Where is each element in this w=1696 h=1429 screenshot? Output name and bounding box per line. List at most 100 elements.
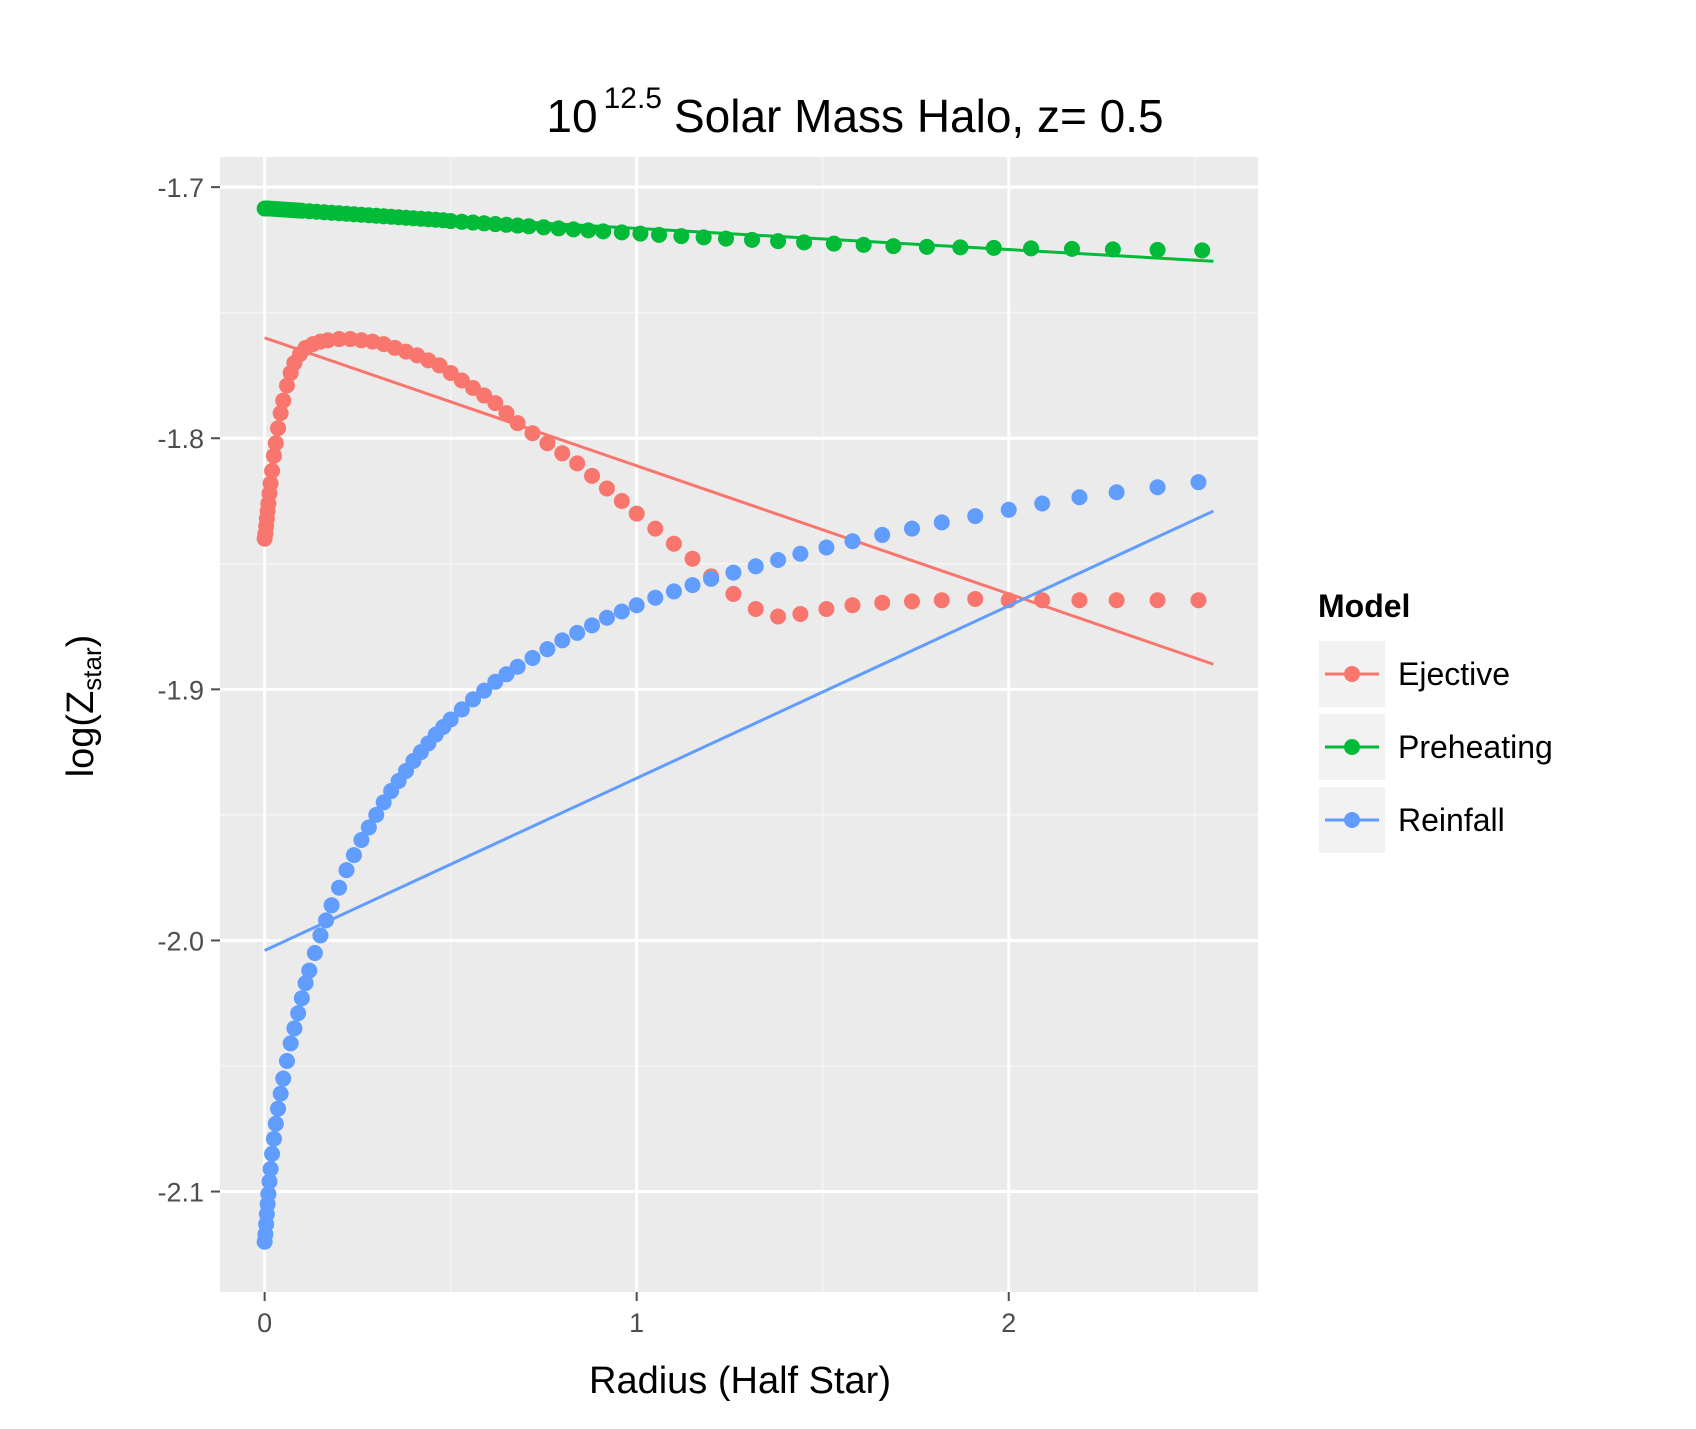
- reinfall-fit-line: [264, 509, 1214, 952]
- preheating-point: [1194, 242, 1211, 259]
- reinfall-point: [270, 1100, 287, 1117]
- reinfall-point: [464, 691, 481, 708]
- reinfall-point: [554, 632, 571, 649]
- y-tick-label: -2.1: [157, 1178, 204, 1208]
- x-tick-label: 0: [257, 1308, 272, 1338]
- ejective-point: [770, 608, 787, 625]
- y-axis-ticks: -1.7 -1.8 -1.9 -2.0 -2.1: [157, 173, 220, 1208]
- reinfall-point: [684, 577, 701, 594]
- reinfall-point: [539, 641, 556, 658]
- ejective-point: [265, 447, 282, 464]
- reinfall-point: [338, 862, 355, 879]
- reinfall-point: [345, 847, 362, 864]
- reinfall-point: [569, 624, 586, 641]
- ejective-point: [278, 377, 295, 394]
- ejective-point: [275, 392, 292, 409]
- reinfall-point: [297, 975, 314, 992]
- plot-panel: [220, 157, 1258, 1292]
- y-tick-label: -1.9: [157, 675, 204, 705]
- y-axis-title: log(Zstar): [60, 635, 107, 778]
- y-axis-title-main: log(Z: [60, 691, 102, 778]
- reinfall-point: [453, 701, 470, 718]
- ejective-point: [267, 435, 284, 452]
- reinfall-point: [260, 1186, 277, 1203]
- reinfall-point: [323, 897, 340, 914]
- ejective-point: [539, 435, 556, 452]
- ejective-point: [967, 590, 984, 607]
- reinfall-point: [647, 589, 664, 606]
- ejective-point: [1149, 592, 1166, 609]
- y-axis-title-close: ): [60, 635, 102, 648]
- ejective-point: [818, 600, 835, 617]
- ejective-point: [262, 475, 279, 492]
- legend-item-reinfall: Reinfall: [1317, 785, 1505, 855]
- reinfall-point: [1149, 479, 1166, 496]
- reinfall-point: [1071, 489, 1088, 506]
- reinfall-point: [967, 508, 984, 525]
- reinfall-point: [874, 526, 891, 543]
- reinfall-point: [904, 520, 920, 537]
- ejective-point: [264, 462, 281, 479]
- reinfall-point: [368, 806, 385, 823]
- legend-title: Model: [1318, 588, 1410, 624]
- ejective-point: [272, 405, 289, 422]
- reinfall-point: [267, 1115, 284, 1132]
- reinfall-point: [360, 819, 377, 836]
- series-ejective: [256, 331, 1214, 666]
- reinfall-point: [264, 1145, 281, 1162]
- preheating-fit-line: [264, 205, 1214, 263]
- reinfall-point: [442, 711, 459, 728]
- reinfall-point: [598, 609, 615, 626]
- reinfall-point: [818, 539, 835, 556]
- series-reinfall: [256, 474, 1214, 1250]
- reinfall-point: [353, 832, 370, 849]
- legend-key-point: [1344, 812, 1360, 828]
- ejective-point: [498, 405, 515, 422]
- reinfall-point: [278, 1052, 295, 1069]
- legend-key-point: [1344, 666, 1360, 682]
- y-tick-label: -1.8: [157, 424, 204, 454]
- reinfall-point: [725, 564, 742, 581]
- chart-title: 10 12.5 Solar Mass Halo, z= 0.5: [546, 82, 1163, 142]
- y-axis-title-subscript: star: [77, 647, 107, 691]
- x-tick-label: 1: [629, 1308, 644, 1338]
- reinfall-point: [703, 570, 720, 587]
- reinfall-point: [476, 682, 493, 699]
- reinfall-point: [584, 617, 601, 634]
- ejective-point: [665, 535, 682, 552]
- ejective-point: [747, 600, 764, 617]
- reinfall-point: [293, 990, 310, 1007]
- title-suffix: Solar Mass Halo, z= 0.5: [674, 90, 1164, 142]
- ejective-point: [584, 467, 601, 484]
- preheating-point: [885, 238, 902, 255]
- reinfall-point: [524, 649, 541, 666]
- reinfall-point: [306, 945, 323, 962]
- reinfall-point: [1000, 501, 1017, 518]
- reinfall-point: [844, 533, 861, 550]
- ejective-point: [554, 445, 571, 462]
- reinfall-point: [262, 1160, 279, 1177]
- reinfall-point: [792, 545, 809, 562]
- reinfall-point: [1108, 484, 1125, 501]
- preheating-point: [1149, 241, 1166, 258]
- ejective-point: [487, 395, 504, 412]
- series-preheating: [256, 200, 1214, 263]
- reinfall-point: [747, 558, 764, 575]
- ejective-point: [569, 455, 586, 472]
- reinfall-point: [286, 1020, 303, 1037]
- ejective-point: [613, 493, 630, 510]
- reinfall-point: [282, 1035, 299, 1052]
- reinfall-point: [375, 794, 392, 811]
- reinfall-point: [613, 603, 630, 620]
- ejective-point: [904, 593, 920, 610]
- ejective-point: [933, 592, 950, 609]
- ejective-point: [844, 597, 861, 614]
- preheating-point: [918, 238, 935, 255]
- reinfall-point: [312, 927, 329, 944]
- legend-entries: Ejective Preheating Reinfall: [1317, 639, 1553, 855]
- ejective-point: [874, 594, 891, 611]
- x-axis-title: Radius (Half Star): [589, 1360, 891, 1402]
- ejective-point: [1108, 592, 1125, 609]
- y-tick-label: -1.7: [157, 173, 204, 203]
